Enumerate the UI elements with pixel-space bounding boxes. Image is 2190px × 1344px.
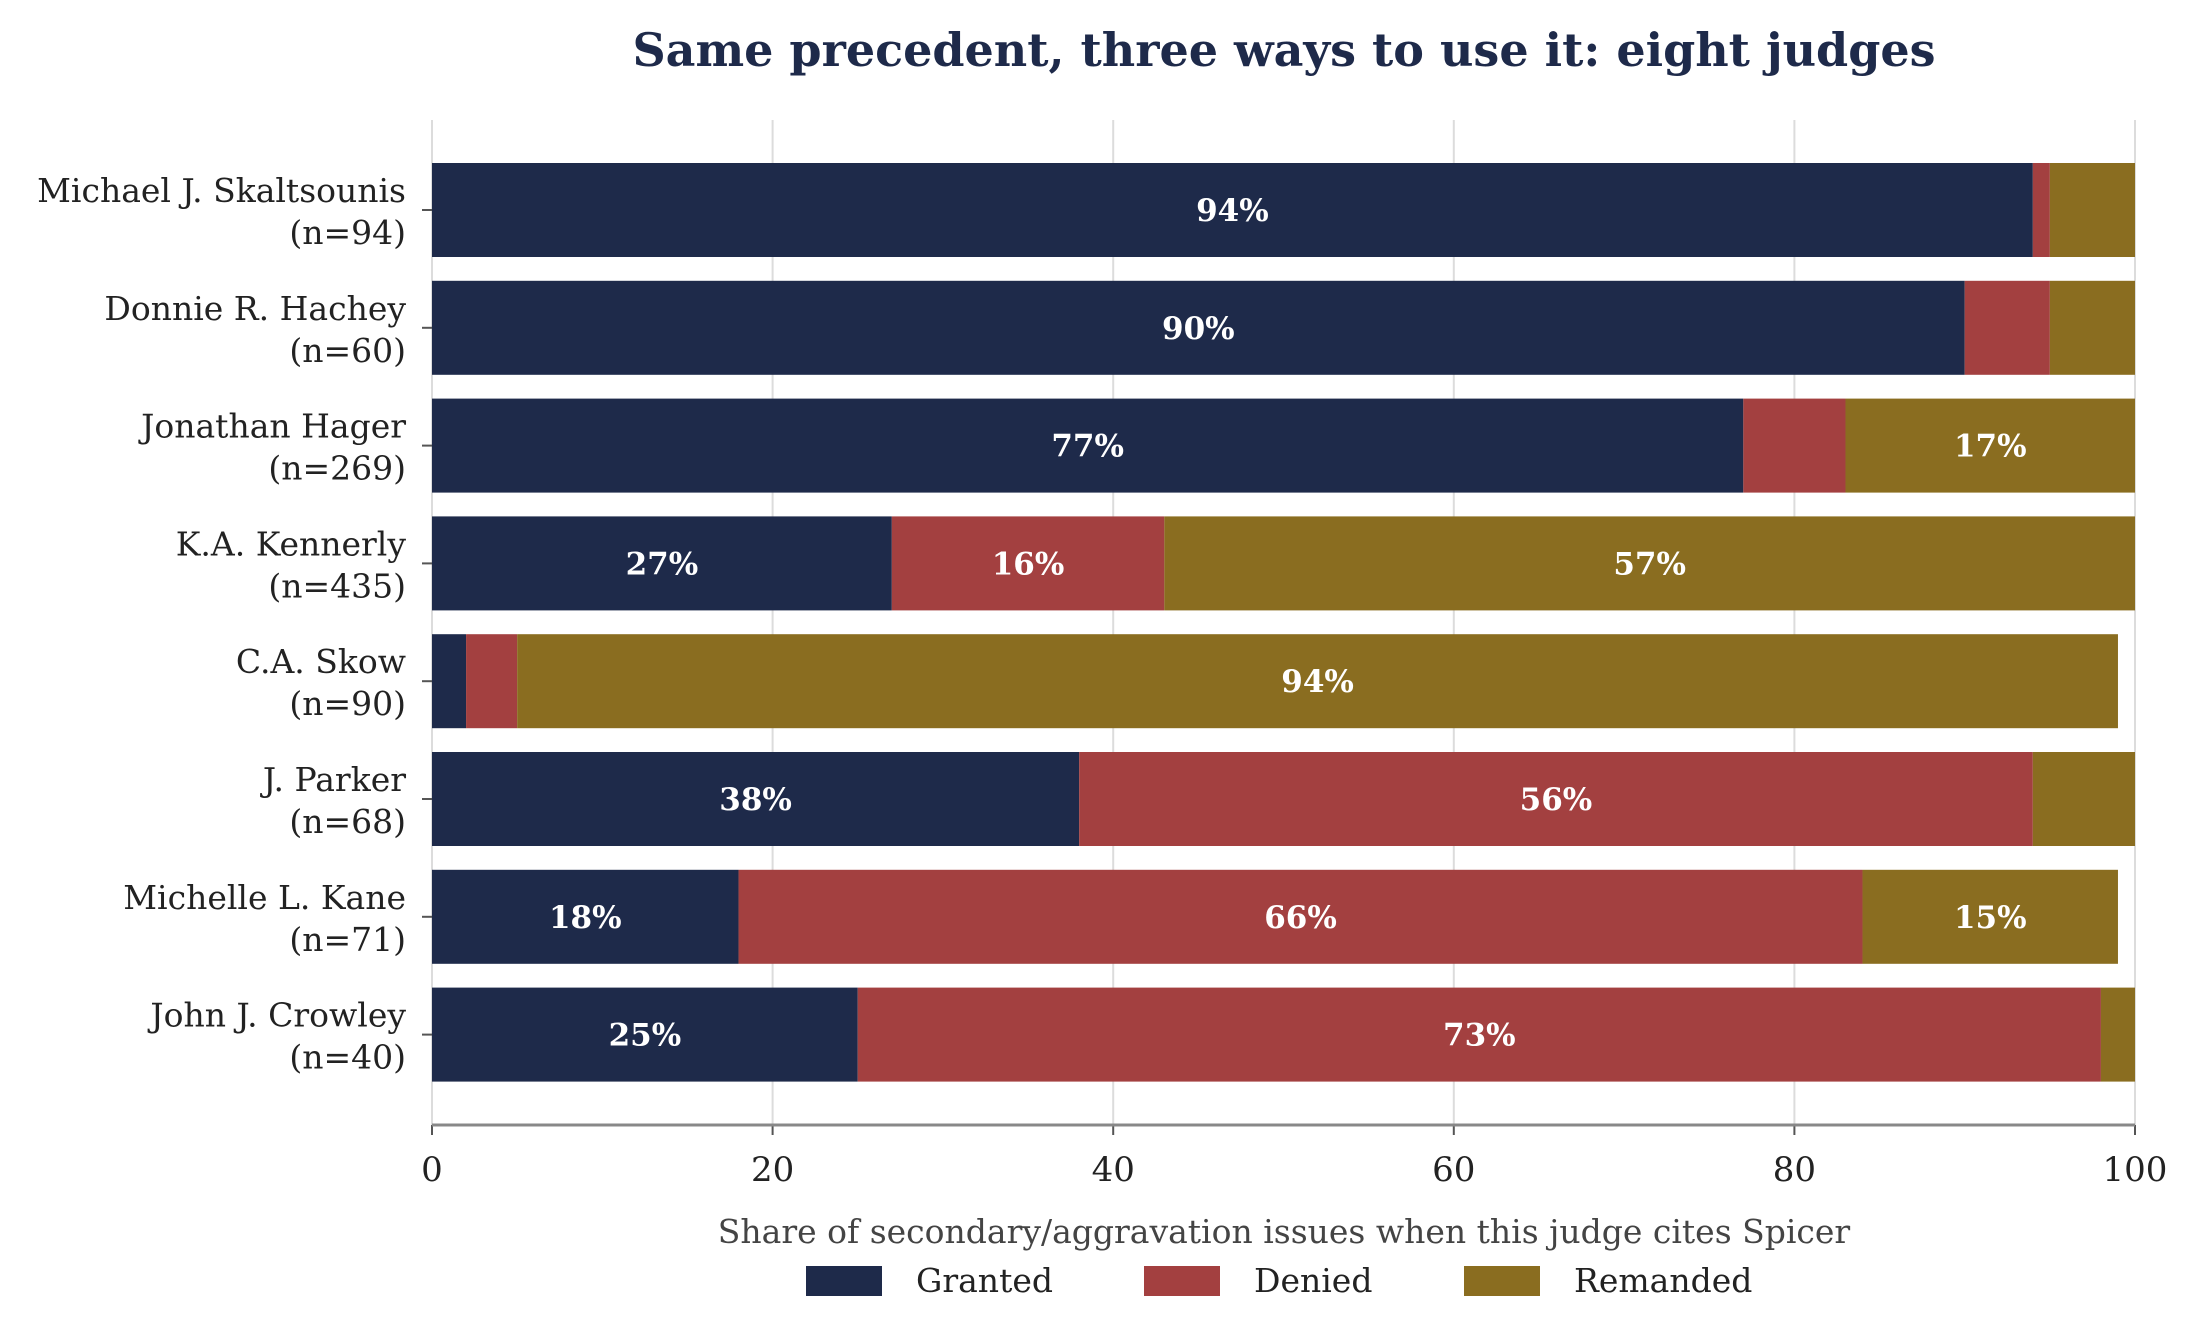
bar-segment-remanded xyxy=(2032,752,2135,846)
judge-count-label: (n=40) xyxy=(289,1038,406,1077)
bar-segment-denied xyxy=(857,987,2101,1082)
judge-name-label: John J. Crowley xyxy=(147,996,406,1035)
bar-segment-remanded xyxy=(1862,869,2118,964)
judge-count-label: (n=94) xyxy=(289,213,406,252)
judge-name-label: Jonathan Hager xyxy=(138,407,406,446)
bar-value-label: 66% xyxy=(1264,900,1337,936)
judge-name-label: K.A. Kennerly xyxy=(176,524,407,563)
judge-name-label: Michael J. Skaltsounis xyxy=(37,171,406,210)
bar-value-label: 94% xyxy=(1196,193,1269,229)
x-tick-label: 20 xyxy=(751,1150,794,1190)
gridlines xyxy=(431,120,2136,1125)
bar-value-label: 56% xyxy=(1520,782,1593,818)
x-tick-label: 60 xyxy=(1432,1150,1475,1190)
legend-swatch-remanded xyxy=(1464,1266,1540,1296)
y-axis-labels: Michael J. Skaltsounis(n=94) Donnie R. Ha… xyxy=(37,171,432,1077)
legend-swatch-granted xyxy=(806,1266,882,1296)
judge-name-label: J. Parker xyxy=(260,760,406,799)
legend-label-denied: Denied xyxy=(1254,1261,1372,1300)
bar-segment-granted xyxy=(432,516,892,611)
legend: Granted Denied Remanded xyxy=(806,1261,1752,1300)
bar-segment-granted xyxy=(432,280,1965,375)
chart-title: Same precedent, three ways to use it: ei… xyxy=(632,23,1935,77)
judge-count-label: (n=71) xyxy=(289,920,406,959)
bar-value-label: 90% xyxy=(1162,311,1235,347)
bar-segment-granted xyxy=(432,398,1744,493)
bar-segment-remanded xyxy=(2100,987,2135,1082)
bar-value-label: 16% xyxy=(992,546,1065,582)
bar-value-label: 57% xyxy=(1613,546,1686,582)
bar-value-label: 25% xyxy=(609,1018,682,1054)
bar-segment-denied xyxy=(1079,752,2033,846)
bar-segment-remanded xyxy=(1845,398,2135,493)
bars xyxy=(432,163,2135,1082)
legend-label-remanded: Remanded xyxy=(1574,1261,1752,1300)
bar-value-label: 77% xyxy=(1051,429,1124,465)
bar-segment-granted xyxy=(432,163,2033,257)
legend-label-granted: Granted xyxy=(916,1261,1053,1300)
bar-value-label: 94% xyxy=(1281,664,1354,700)
bar-value-label: 73% xyxy=(1443,1018,1516,1054)
bar-segment-denied xyxy=(1964,280,2050,375)
bar-value-label: 18% xyxy=(549,900,622,936)
judge-count-label: (n=269) xyxy=(268,449,406,488)
bar-segment-denied xyxy=(1743,398,1846,493)
bar-value-label: 38% xyxy=(719,782,792,818)
bar-segment-granted xyxy=(432,869,739,964)
bar-value-label: 17% xyxy=(1954,429,2027,465)
bar-value-label: 27% xyxy=(626,546,699,582)
bar-segment-remanded xyxy=(2049,280,2135,375)
x-tick-label: 0 xyxy=(421,1150,443,1190)
bar-segment-denied xyxy=(2032,163,2050,257)
judge-count-label: (n=60) xyxy=(289,331,406,370)
bar-segment-granted xyxy=(432,987,858,1082)
judge-count-label: (n=435) xyxy=(268,566,406,605)
x-tick-label: 100 xyxy=(2103,1150,2168,1190)
judge-count-label: (n=68) xyxy=(289,802,406,841)
bar-segment-granted xyxy=(432,634,467,729)
judge-count-label: (n=90) xyxy=(289,684,406,723)
x-tick-label: 80 xyxy=(1773,1150,1816,1190)
bar-segment-remanded xyxy=(2049,163,2135,257)
bar-labels: 94% 90% 77% 17% 27% 16% 57% 94% 38% 56% 18% 66% 15% 2… xyxy=(549,193,2027,1054)
bar-segment-granted xyxy=(432,752,1080,846)
judge-name-label: Donnie R. Hachey xyxy=(104,289,406,328)
x-axis: 0 20 40 60 80 100 xyxy=(421,1123,2168,1190)
judge-name-label: Michelle L. Kane xyxy=(123,878,406,917)
bar-segment-denied xyxy=(891,516,1165,611)
judge-name-label: C.A. Skow xyxy=(236,642,406,681)
bar-segment-remanded xyxy=(517,634,2118,729)
bar-segment-remanded xyxy=(1164,516,2135,611)
legend-swatch-denied xyxy=(1144,1266,1220,1296)
x-tick-label: 40 xyxy=(1092,1150,1135,1190)
bar-segment-denied xyxy=(466,634,518,729)
x-axis-label: Share of secondary/aggravation issues wh… xyxy=(718,1212,1851,1251)
bar-segment-denied xyxy=(738,869,1863,964)
bar-value-label: 15% xyxy=(1954,900,2027,936)
